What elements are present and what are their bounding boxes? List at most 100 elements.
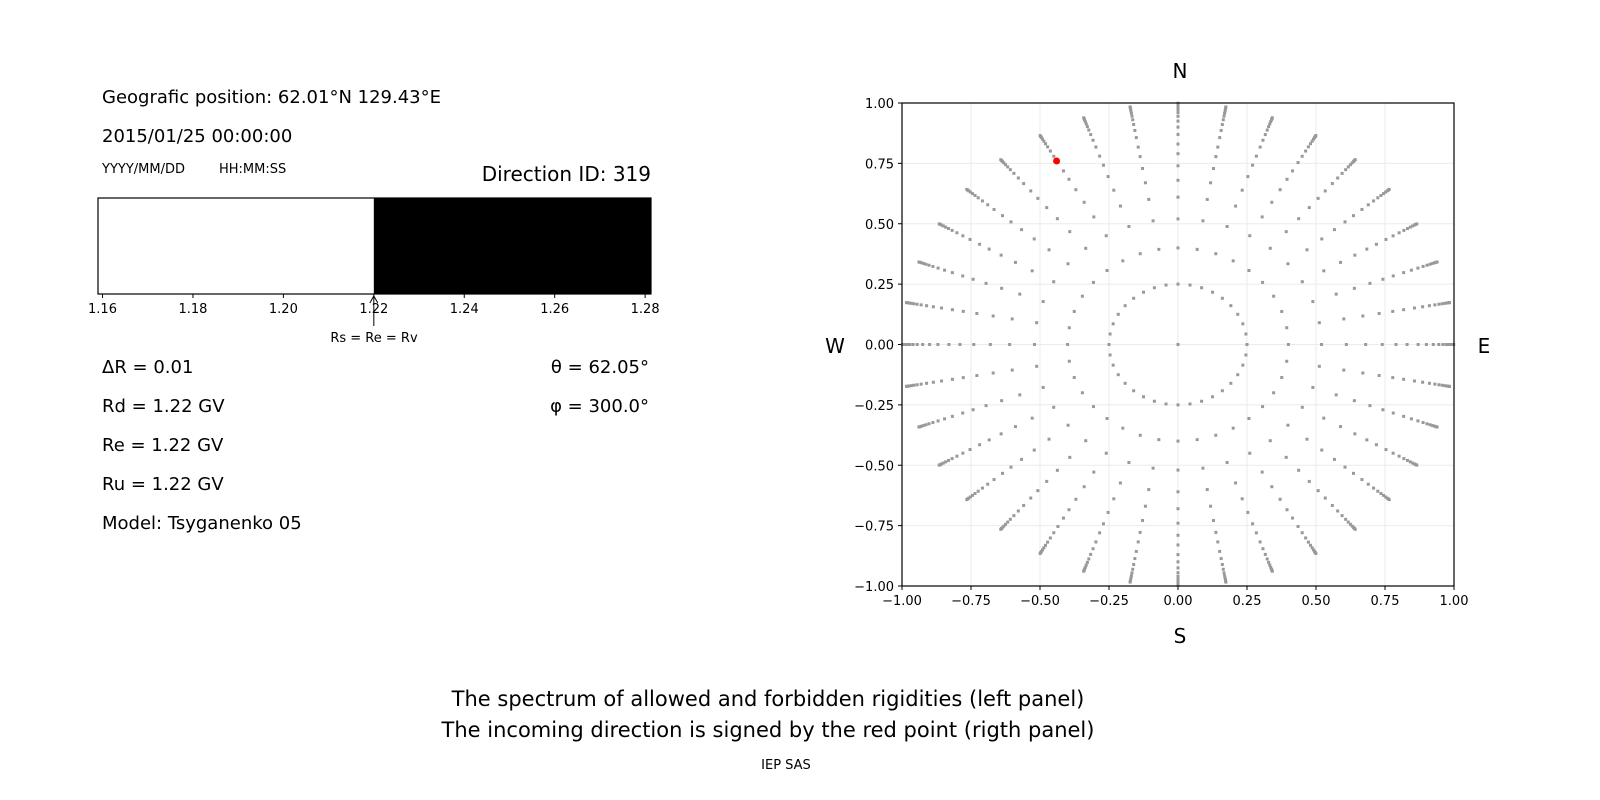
direction-point — [1116, 373, 1120, 377]
direction-point — [1022, 503, 1026, 507]
direction-point — [1320, 237, 1324, 241]
direction-point — [1080, 294, 1084, 298]
direction-point — [970, 192, 974, 196]
direction-point — [1176, 571, 1180, 575]
direction-point — [1136, 145, 1140, 149]
marker-label: Rs = Re = Rv — [330, 331, 418, 346]
direction-point — [1152, 286, 1156, 290]
direction-point — [1384, 190, 1388, 194]
direction-point — [971, 277, 975, 281]
direction-point — [1151, 466, 1155, 470]
direction-point — [1067, 177, 1071, 181]
direction-point — [1241, 363, 1245, 367]
direction-point — [1123, 381, 1127, 385]
direction-point — [1307, 479, 1311, 483]
direction-point — [1001, 471, 1005, 475]
direction-point — [943, 268, 947, 272]
direction-point — [1397, 231, 1401, 235]
direction-point — [1048, 536, 1052, 540]
direction-point — [965, 187, 969, 191]
direction-point — [1130, 114, 1134, 118]
x-tick-label: 0.75 — [1371, 594, 1400, 609]
direction-point — [944, 460, 948, 464]
direction-point — [1244, 353, 1248, 357]
direction-point — [961, 376, 965, 380]
direction-point — [1285, 326, 1289, 330]
direction-point — [1330, 182, 1334, 186]
direction-point — [1082, 116, 1086, 120]
direction-point — [1089, 133, 1093, 137]
direction-point — [1323, 189, 1327, 193]
direction-point — [1176, 553, 1180, 557]
direction-point — [976, 489, 980, 493]
direction-point — [1336, 176, 1340, 180]
direction-point — [1142, 395, 1145, 399]
direction-point — [1365, 438, 1369, 442]
direction-point — [1431, 261, 1435, 265]
direction-point — [1424, 343, 1428, 346]
x-tick-label: 1.16 — [88, 302, 117, 317]
direction-point — [1108, 353, 1112, 357]
direction-point — [1098, 531, 1102, 535]
direction-point — [1251, 163, 1255, 167]
direction-point — [1268, 439, 1272, 443]
direction-point — [947, 343, 951, 346]
direction-point — [1218, 136, 1222, 140]
direction-point — [1397, 454, 1401, 458]
direction-point — [1231, 259, 1235, 263]
direction-point — [1123, 304, 1127, 308]
direction-point — [1222, 114, 1226, 118]
direction-point — [1042, 139, 1046, 143]
direction-point — [1248, 234, 1252, 238]
direction-point — [1200, 286, 1204, 290]
direction-point — [947, 458, 951, 462]
direction-point — [1214, 155, 1218, 159]
direction-point — [1308, 142, 1312, 146]
x-tick-label: −0.50 — [1020, 594, 1060, 609]
direction-point — [1042, 546, 1046, 550]
direction-point — [1346, 520, 1350, 524]
direction-point — [1036, 489, 1040, 493]
x-tick-label: −0.25 — [1089, 594, 1129, 609]
direction-point — [1220, 389, 1224, 393]
direction-point — [940, 379, 944, 383]
direction-point — [1384, 237, 1388, 241]
direction-point — [1098, 154, 1102, 158]
direction-point — [1306, 540, 1310, 544]
direction-point — [1379, 193, 1383, 197]
direction-point — [1216, 540, 1220, 544]
direction-point — [1270, 200, 1274, 204]
direction-point — [1176, 468, 1180, 472]
direction-point — [1176, 439, 1180, 443]
direction-point — [1176, 152, 1180, 156]
direction-point — [958, 343, 962, 346]
direction-point — [1440, 302, 1444, 306]
direction-point — [1112, 497, 1116, 501]
direction-point — [1087, 557, 1091, 561]
direction-point — [1038, 551, 1042, 555]
direction-point — [1234, 481, 1238, 485]
direction-point — [1074, 188, 1078, 192]
direction-point — [1118, 481, 1122, 485]
direction-point — [1402, 377, 1406, 381]
direction-point — [915, 383, 919, 387]
direction-point — [1222, 571, 1226, 575]
segment-forbidden — [373, 198, 651, 294]
direction-point — [1142, 290, 1145, 294]
incoming-direction-point — [1053, 157, 1061, 165]
direction-point — [1010, 368, 1014, 372]
direction-point — [1020, 228, 1024, 232]
direction-point — [1105, 269, 1109, 273]
direction-point — [1176, 164, 1180, 168]
direction-point — [1201, 466, 1205, 470]
direction-point — [1267, 560, 1271, 564]
direction-point — [1372, 486, 1376, 490]
direction-point — [1216, 145, 1220, 149]
direction-point — [1082, 485, 1086, 489]
axes-frame — [901, 102, 1455, 587]
direction-point — [1247, 269, 1251, 273]
direction-point — [1336, 509, 1340, 513]
direction-point — [1085, 560, 1089, 564]
direction-point — [1106, 510, 1110, 514]
direction-point — [1067, 359, 1071, 363]
